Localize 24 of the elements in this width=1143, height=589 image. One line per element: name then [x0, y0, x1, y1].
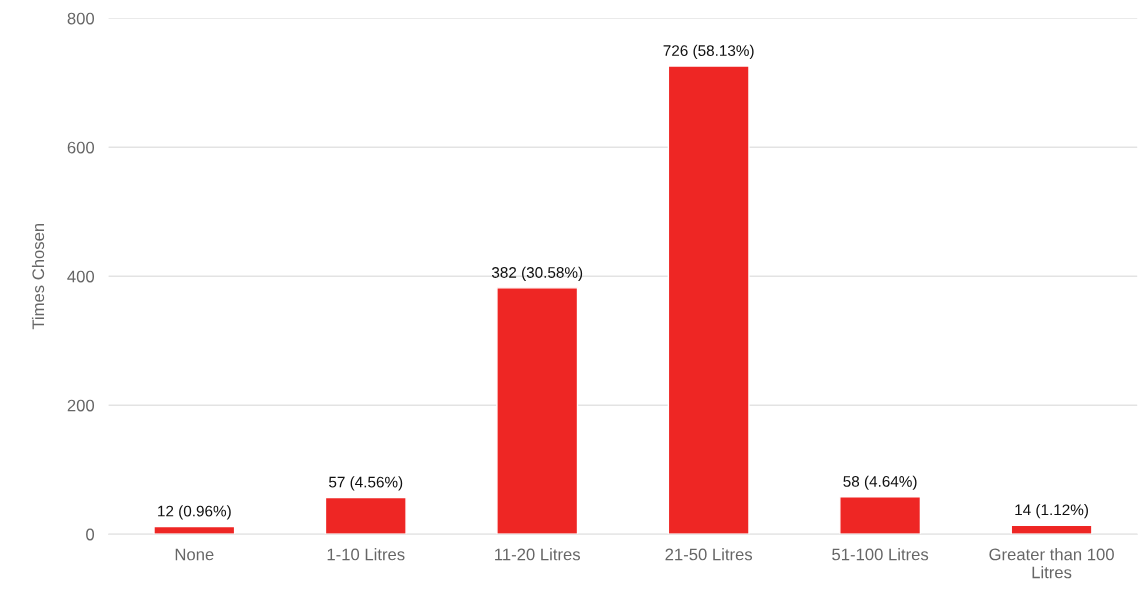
- data-label: 58 (4.64%): [843, 475, 917, 490]
- y-tick-label: 600: [67, 141, 95, 154]
- x-tick-label: Greater than 100 Litres: [989, 548, 1114, 579]
- data-label: 12 (0.96%): [158, 505, 231, 520]
- data-label: 14 (1.12%): [1015, 504, 1088, 519]
- x-tick-label: 11-20 Litres: [495, 548, 580, 561]
- bar: [839, 496, 922, 535]
- bar: [153, 525, 236, 535]
- y-tick-label: 200: [67, 399, 95, 412]
- data-label: 57 (4.56%): [329, 476, 403, 491]
- bar: [496, 287, 579, 535]
- x-tick-label: 21-50 Litres: [665, 548, 753, 561]
- bar: [1010, 524, 1093, 535]
- bar: [667, 65, 750, 535]
- y-axis-title: Times Chosen: [31, 223, 45, 330]
- x-tick-label: None: [175, 548, 214, 561]
- y-tick-label: 400: [67, 270, 95, 283]
- x-tick-label: 1-10 Litres: [327, 548, 405, 561]
- x-tick-label: 51-100 Litres: [832, 548, 929, 561]
- data-label: 382 (30.58%): [491, 266, 583, 281]
- y-tick-label: 0: [86, 528, 95, 541]
- y-tick-label: 800: [67, 12, 95, 25]
- bar: [324, 496, 407, 535]
- data-label: 726 (58.13%): [663, 44, 754, 60]
